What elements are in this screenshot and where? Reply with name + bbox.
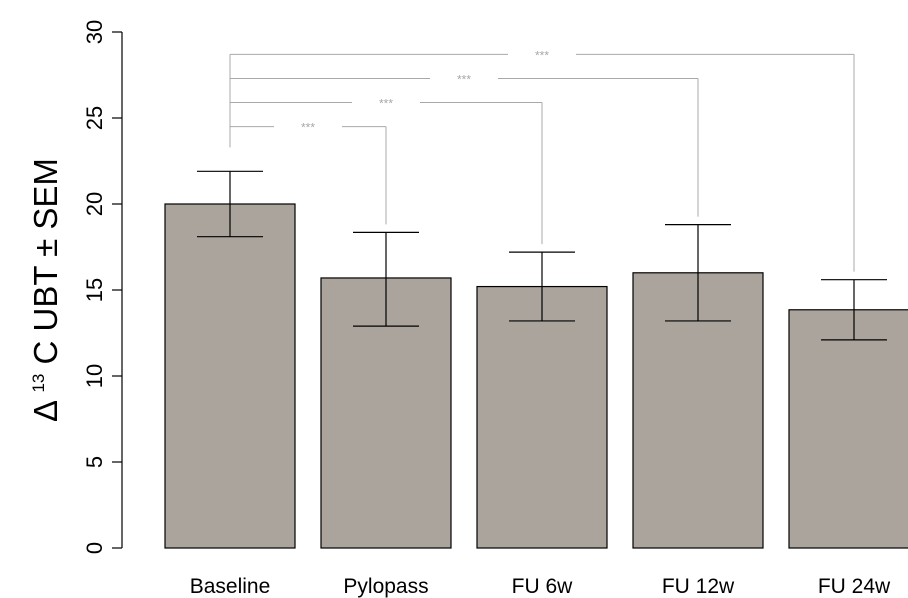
significance-label: *** xyxy=(457,72,471,86)
error-bar xyxy=(665,224,731,322)
bar-baseline xyxy=(164,203,296,549)
x-tick-label: Baseline xyxy=(190,575,271,598)
significance-bracket: *** xyxy=(230,72,699,217)
y-tick-label: 30 xyxy=(82,20,107,44)
significance-brackets: *** *** *** *** xyxy=(229,48,855,272)
y-axis: 0 5 10 15 20 25 30 xyxy=(82,20,123,554)
y-tick-label: 0 xyxy=(82,542,107,554)
significance-label: *** xyxy=(379,97,393,111)
y-tick-label: 20 xyxy=(82,192,107,216)
significance-bracket: *** xyxy=(230,48,855,272)
error-bar xyxy=(353,231,419,327)
bar-fu-24w xyxy=(788,309,908,549)
y-axis-label: Δ 13 C UBT ± SEM xyxy=(14,158,64,422)
x-tick-label: FU 24w xyxy=(818,575,891,598)
error-bar xyxy=(197,170,263,238)
x-axis-labels: Baseline Pylopass FU 6w FU 12w FU 24w xyxy=(190,575,891,598)
x-tick-label: FU 6w xyxy=(512,575,574,598)
y-tick-label: 25 xyxy=(82,106,107,130)
significance-bracket: *** xyxy=(230,121,387,225)
significance-label: *** xyxy=(535,48,549,62)
y-tick-label: 10 xyxy=(82,364,107,388)
y-axis-label-superscript: 13 xyxy=(29,374,48,393)
y-tick-label: 15 xyxy=(82,278,107,302)
error-bar xyxy=(509,251,575,322)
x-tick-label: Pylopass xyxy=(343,575,428,598)
y-axis-label-suffix: C UBT ± SEM xyxy=(27,158,64,364)
bars xyxy=(164,203,908,549)
significance-label: *** xyxy=(301,121,315,135)
bar-fu-6w xyxy=(476,285,608,549)
x-tick-label: FU 12w xyxy=(662,575,735,598)
significance-bracket: *** xyxy=(230,97,543,245)
y-tick-label: 5 xyxy=(82,456,107,468)
error-bar xyxy=(821,279,887,341)
error-bars xyxy=(197,170,887,341)
y-axis-label-prefix: Δ xyxy=(27,400,64,422)
